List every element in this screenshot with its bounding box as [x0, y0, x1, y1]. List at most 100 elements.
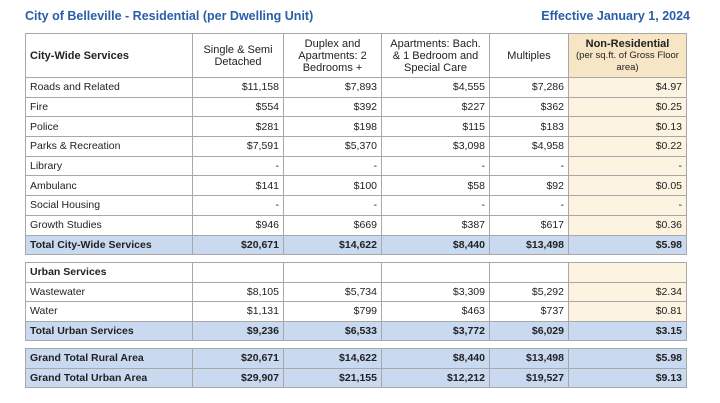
row: Total City-Wide Services $20,671 $14,622 $8… — [25, 234, 687, 256]
cell: $387 — [381, 214, 490, 236]
cell: - — [283, 155, 382, 177]
cell: $9.13 — [568, 367, 687, 388]
cell: $0.13 — [568, 116, 687, 138]
row-label: Total Urban Services — [25, 320, 193, 341]
cell: $737 — [489, 301, 569, 322]
cell: $58 — [381, 175, 490, 197]
grand-total-table: Grand Total Rural Area $20,671 $14,622 $8,4… — [25, 348, 687, 388]
row-label: Parks & Recreation — [25, 136, 193, 157]
cell: $6,533 — [283, 320, 382, 341]
cell: $183 — [489, 116, 569, 138]
cell: $14,622 — [283, 348, 382, 369]
cell: $5,292 — [489, 281, 569, 302]
cell — [192, 262, 284, 283]
row: Social Housing - - - - - — [25, 195, 687, 216]
row: Wastewater $8,105 $5,734 $3,309 $5,292 $2.34 — [25, 281, 687, 302]
cell: $8,440 — [381, 348, 490, 369]
row: Ambulanc $141 $100 $58 $92 $0.05 — [25, 175, 687, 197]
header-label: City-Wide Services — [25, 33, 193, 78]
cell: $7,893 — [283, 77, 382, 98]
title: City of Belleville - Residential (per Dw… — [25, 9, 314, 23]
cell: $5,734 — [283, 281, 382, 302]
cell: $20,671 — [192, 234, 284, 256]
cell: - — [192, 195, 284, 216]
cell: $11,158 — [192, 77, 284, 98]
cell: $13,498 — [489, 348, 569, 369]
cell: - — [283, 195, 382, 216]
cell: $392 — [283, 96, 382, 118]
cell: $0.22 — [568, 136, 687, 157]
urban-table: Urban Services Wastewater $8,105 $5,734 $3,3… — [25, 262, 687, 341]
cell: $141 — [192, 175, 284, 197]
column-header: Duplex and Apartments: 2 Bedrooms + — [283, 33, 382, 78]
cell: $3,309 — [381, 281, 490, 302]
cell: $3,772 — [381, 320, 490, 341]
cell: $0.81 — [568, 301, 687, 322]
cell — [489, 262, 569, 283]
cell: $7,591 — [192, 136, 284, 157]
cell — [568, 262, 687, 283]
column-header: Single & Semi Detached — [192, 33, 284, 78]
row: Growth Studies $946 $669 $387 $617 $0.36 — [25, 214, 687, 236]
row-label: Grand Total Urban Area — [25, 367, 193, 388]
row-label: Growth Studies — [25, 214, 193, 236]
row-label: Wastewater — [25, 281, 193, 302]
cell: $198 — [283, 116, 382, 138]
cell: $6,029 — [489, 320, 569, 341]
cell: $0.36 — [568, 214, 687, 236]
row: Grand Total Rural Area $20,671 $14,622 $8,4… — [25, 348, 687, 369]
cell: $8,105 — [192, 281, 284, 302]
row: Water $1,131 $799 $463 $737 $0.81 — [25, 301, 687, 322]
cell: $463 — [381, 301, 490, 322]
cell: - — [381, 155, 490, 177]
cell: $617 — [489, 214, 569, 236]
section-heading: Urban Services — [25, 262, 193, 283]
header-row: City-Wide Services Single & Semi Detached… — [25, 33, 687, 78]
cell: $3.15 — [568, 320, 687, 341]
non-res-note: (per sq.ft. of Gross Floor area) — [576, 49, 679, 73]
cell: $2.34 — [568, 281, 687, 302]
cell: $3,098 — [381, 136, 490, 157]
cell: $5.98 — [568, 234, 687, 256]
cell: $92 — [489, 175, 569, 197]
cell: $7,286 — [489, 77, 569, 98]
cell — [381, 262, 490, 283]
cell: - — [489, 155, 569, 177]
cell: $5.98 — [568, 348, 687, 369]
row: Total Urban Services $9,236 $6,533 $3,772 $6… — [25, 320, 687, 341]
cell: $281 — [192, 116, 284, 138]
row-label: Fire — [25, 96, 193, 118]
cell: $1,131 — [192, 301, 284, 322]
cell: $9,236 — [192, 320, 284, 341]
cell: $5,370 — [283, 136, 382, 157]
row-label: Water — [25, 301, 193, 322]
effective-date: Effective January 1, 2024 — [541, 9, 690, 23]
row: Parks & Recreation $7,591 $5,370 $3,098 $4,9… — [25, 136, 687, 157]
cell: - — [192, 155, 284, 177]
row-label: Police — [25, 116, 193, 138]
cell: $14,622 — [283, 234, 382, 256]
cell: $227 — [381, 96, 490, 118]
row: Roads and Related $11,158 $7,893 $4,555 $7,2… — [25, 77, 687, 98]
cell: $4,958 — [489, 136, 569, 157]
cell: $20,671 — [192, 348, 284, 369]
column-header: Non-Residential (per sq.ft. of Gross Floo… — [568, 33, 687, 78]
city-wide-table: City-Wide Services Single & Semi Detached… — [25, 33, 687, 256]
cell: $12,212 — [381, 367, 490, 388]
cell: $4.97 — [568, 77, 687, 98]
cell: $799 — [283, 301, 382, 322]
cell: $115 — [381, 116, 490, 138]
cell: $0.25 — [568, 96, 687, 118]
cell: - — [568, 155, 687, 177]
column-header: Multiples — [489, 33, 569, 78]
section-row: Urban Services — [25, 262, 687, 283]
row-label: Grand Total Rural Area — [25, 348, 193, 369]
cell: $362 — [489, 96, 569, 118]
row-label: Total City-Wide Services — [25, 234, 193, 256]
cell: $554 — [192, 96, 284, 118]
cell: $13,498 — [489, 234, 569, 256]
cell: $29,907 — [192, 367, 284, 388]
cell: $100 — [283, 175, 382, 197]
cell: - — [381, 195, 490, 216]
